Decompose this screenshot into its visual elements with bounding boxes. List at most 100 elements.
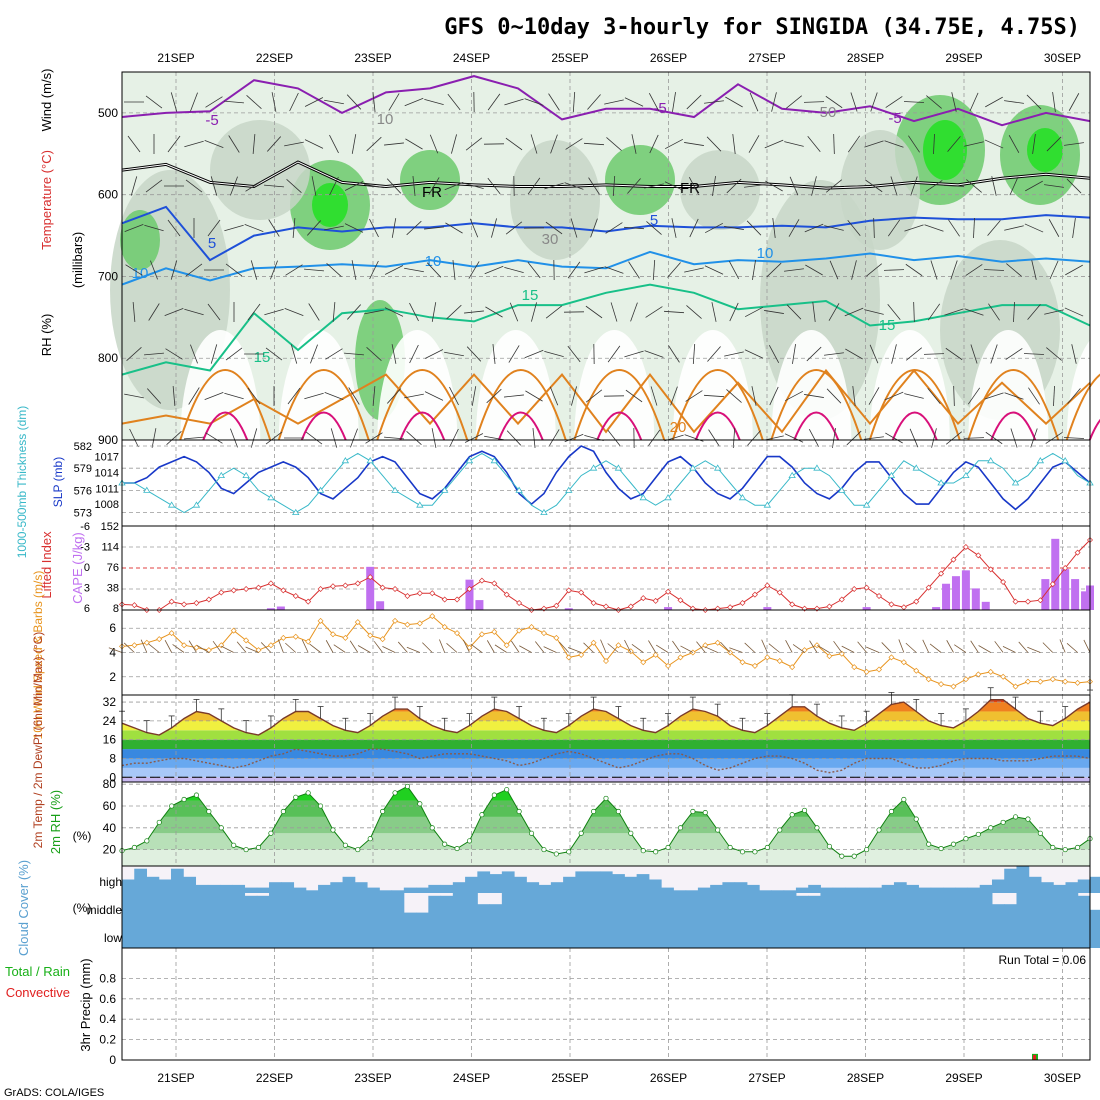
lifted-index-marker <box>851 586 858 592</box>
cloud-cell-middle <box>171 893 184 921</box>
cape-bar <box>942 583 951 610</box>
wind-barb <box>1004 225 1024 231</box>
wind10-marker <box>329 631 336 638</box>
wind-barb <box>923 353 945 355</box>
cloud-cell-middle <box>734 893 748 921</box>
wind-barb <box>728 260 740 280</box>
cloud-cell-low <box>269 921 282 948</box>
wind-barb <box>884 391 904 401</box>
cape-bar <box>862 607 871 610</box>
cloud-cell-high <box>134 868 148 893</box>
rh2m-marker <box>988 825 994 831</box>
total-rain-label: Total / Rain <box>5 964 70 979</box>
wind-barb <box>305 431 323 445</box>
cloud-cell-low <box>550 921 564 948</box>
cloud-cell-low <box>771 921 785 948</box>
thickness-marker <box>143 486 151 493</box>
rh2m-marker <box>1025 816 1031 822</box>
wind10-barb <box>881 642 892 653</box>
wind-barb <box>1052 92 1056 112</box>
wind10-marker <box>987 668 994 675</box>
wind10-marker <box>590 639 597 646</box>
wind-barb <box>969 92 979 112</box>
wind-barb <box>752 260 756 280</box>
wind-barb <box>264 308 284 316</box>
wind10-barb <box>994 641 1004 653</box>
wind-barb <box>548 429 560 447</box>
rh-bands <box>122 786 1090 866</box>
wind-barb <box>388 93 400 111</box>
contour-label: 10 <box>377 111 394 128</box>
cloud-cell-low <box>416 921 429 948</box>
wind-barb <box>624 97 644 107</box>
rh2m-marker <box>1050 844 1056 851</box>
cloud-cell-low <box>648 921 662 948</box>
lifted-index-marker <box>267 580 274 587</box>
wind-barb <box>768 344 780 364</box>
wind-barb <box>144 224 164 232</box>
cloud-cell-high <box>1040 882 1054 893</box>
cloud-cell-middle <box>820 893 834 921</box>
cloud-cell-high <box>722 882 736 893</box>
wind-barb <box>804 223 824 233</box>
rh2m-marker <box>528 830 535 836</box>
wind-barb <box>904 393 924 399</box>
cloud-cell-high <box>183 876 197 893</box>
cloud-cell-high <box>428 884 442 893</box>
cloud-cell-middle <box>452 893 466 921</box>
lifted-index-marker <box>764 582 771 589</box>
cloud-layer-low: low <box>104 931 122 945</box>
wind-barb <box>826 388 842 404</box>
wind-barb <box>350 428 358 448</box>
contour-label: 10 <box>425 253 442 270</box>
wind-barb <box>672 92 676 112</box>
thickness-marker <box>366 457 374 464</box>
wind-barb <box>150 260 158 280</box>
isotherm-line <box>399 411 446 441</box>
cloud-cell-low <box>232 921 246 948</box>
wind10-barb <box>309 643 321 653</box>
wind-barb <box>811 176 817 196</box>
wind-barb <box>325 348 343 360</box>
wind-barb <box>449 428 459 448</box>
thickness-marker <box>316 486 325 493</box>
isotherm-line <box>121 205 1091 262</box>
rh2m-marker <box>628 830 634 836</box>
wind-barb <box>585 389 603 403</box>
wind-barb <box>205 96 223 108</box>
wind10-barb <box>277 639 284 653</box>
wind10-marker <box>640 659 647 666</box>
wind-barb <box>645 306 663 318</box>
wind-barb <box>1071 344 1077 364</box>
wind-barb <box>704 265 724 275</box>
wind-barb <box>784 390 804 402</box>
rh2m-marker <box>839 853 845 859</box>
lifted-index-marker <box>776 589 783 596</box>
date-tick-top: 28SEP <box>847 51 884 65</box>
wind-barb <box>689 218 699 238</box>
cloud-cell-low <box>1065 921 1079 948</box>
wind-barb <box>1064 307 1084 317</box>
lifted-index-marker <box>230 587 237 594</box>
cape-bar <box>981 601 990 610</box>
thickness-marker <box>713 464 722 471</box>
wind10-barb <box>1002 646 1016 653</box>
cloud-cell-low <box>942 921 956 948</box>
wind-barb <box>1026 94 1042 110</box>
wind10-marker <box>863 668 870 675</box>
wind-barb <box>466 346 482 362</box>
lifted-index-marker <box>565 587 572 594</box>
wind-barb <box>873 217 875 239</box>
rh2m-marker <box>1012 814 1019 820</box>
date-tick-top: 23SEP <box>354 51 391 65</box>
wind10-barb <box>857 641 867 653</box>
wind-barb <box>469 218 479 238</box>
thickness-marker <box>192 501 201 508</box>
wind-barb <box>451 134 457 154</box>
rh2m-marker <box>156 819 162 825</box>
cloud-cell-low <box>563 921 576 948</box>
wind-barb <box>704 222 724 234</box>
wind-barb <box>172 386 176 406</box>
wind-barb <box>348 387 360 405</box>
cloud-cell-high <box>808 884 821 893</box>
